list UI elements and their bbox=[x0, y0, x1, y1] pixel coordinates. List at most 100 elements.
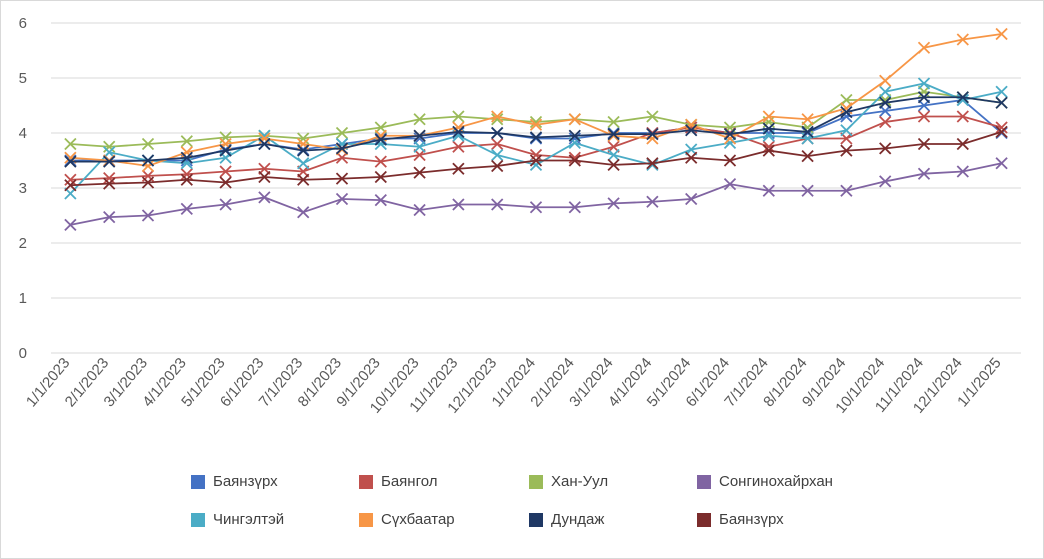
marker-stroke bbox=[529, 201, 543, 214]
marker-stroke bbox=[64, 173, 77, 186]
marker-stroke bbox=[413, 140, 426, 153]
y-tick-label: 5 bbox=[19, 70, 27, 87]
marker-stroke bbox=[723, 127, 737, 141]
data-point bbox=[413, 140, 426, 153]
marker-stroke bbox=[103, 155, 116, 168]
marker-stroke bbox=[646, 195, 659, 208]
marker-stroke bbox=[452, 125, 465, 139]
data-point bbox=[335, 192, 349, 206]
data-point bbox=[103, 171, 116, 185]
marker-stroke bbox=[491, 113, 504, 126]
data-point bbox=[452, 162, 465, 175]
legend-label: Сонгинохайрхан bbox=[719, 473, 833, 490]
data-point bbox=[452, 110, 465, 123]
marker-stroke bbox=[917, 167, 931, 180]
data-point bbox=[995, 121, 1008, 134]
marker-stroke bbox=[646, 132, 659, 145]
series-line bbox=[70, 131, 1002, 187]
y-tick-label: 0 bbox=[19, 345, 27, 362]
marker-stroke bbox=[879, 115, 892, 129]
data-point bbox=[141, 159, 155, 173]
data-point bbox=[801, 149, 814, 163]
data-point bbox=[995, 96, 1008, 109]
data-point bbox=[413, 166, 426, 179]
marker-stroke bbox=[219, 198, 232, 211]
marker-stroke bbox=[374, 155, 387, 168]
marker-stroke bbox=[64, 151, 77, 164]
data-point bbox=[529, 115, 543, 129]
marker-stroke bbox=[685, 192, 698, 206]
marker-stroke bbox=[995, 85, 1008, 98]
data-point bbox=[180, 168, 193, 181]
data-point bbox=[180, 135, 193, 148]
marker-stroke bbox=[103, 211, 116, 224]
data-point bbox=[297, 206, 310, 219]
data-point bbox=[413, 129, 426, 142]
data-point bbox=[956, 165, 969, 178]
marker-stroke bbox=[801, 184, 814, 197]
marker-stroke bbox=[529, 154, 543, 167]
data-point bbox=[840, 184, 853, 197]
marker-stroke bbox=[452, 162, 465, 175]
legend-swatch bbox=[191, 512, 205, 527]
marker-stroke bbox=[258, 137, 271, 151]
marker-stroke bbox=[529, 118, 543, 131]
data-point bbox=[568, 201, 581, 214]
marker-stroke bbox=[103, 177, 116, 190]
marker-stroke bbox=[258, 191, 271, 204]
data-point bbox=[607, 197, 620, 210]
data-point bbox=[762, 184, 775, 197]
data-point bbox=[64, 179, 77, 192]
marker-stroke bbox=[723, 132, 737, 145]
data-point bbox=[180, 151, 193, 164]
data-point bbox=[64, 155, 77, 168]
data-point bbox=[685, 118, 698, 131]
data-point bbox=[685, 124, 698, 137]
data-point bbox=[685, 151, 698, 164]
marker-stroke bbox=[529, 148, 543, 162]
marker-stroke bbox=[646, 157, 659, 170]
data-point bbox=[141, 176, 155, 189]
data-point bbox=[141, 154, 155, 167]
data-point bbox=[879, 175, 892, 188]
data-point bbox=[180, 146, 193, 159]
data-point bbox=[646, 158, 659, 172]
data-point bbox=[801, 113, 814, 126]
data-point bbox=[141, 209, 155, 222]
marker-stroke bbox=[180, 202, 193, 216]
marker-stroke bbox=[685, 118, 698, 131]
data-point bbox=[452, 140, 465, 153]
marker-stroke bbox=[258, 132, 271, 145]
data-point bbox=[879, 115, 892, 129]
legend-label: Баянзүрх bbox=[213, 473, 278, 490]
data-point bbox=[607, 115, 620, 129]
marker-stroke bbox=[995, 96, 1008, 109]
data-point bbox=[374, 155, 387, 168]
data-point bbox=[917, 167, 931, 180]
data-point bbox=[491, 137, 504, 151]
data-point bbox=[723, 136, 737, 150]
marker-stroke bbox=[219, 165, 232, 178]
data-point bbox=[491, 126, 504, 140]
marker-stroke bbox=[103, 140, 116, 153]
marker-stroke bbox=[568, 151, 581, 164]
marker-stroke bbox=[335, 126, 349, 140]
data-point bbox=[723, 127, 737, 141]
data-point bbox=[607, 127, 620, 141]
marker-stroke bbox=[297, 173, 310, 186]
marker-stroke bbox=[956, 91, 969, 104]
legend-item: Сүхбаатар bbox=[359, 511, 455, 528]
marker-stroke bbox=[413, 166, 426, 179]
marker-stroke bbox=[917, 110, 931, 123]
data-point bbox=[64, 137, 77, 151]
marker-stroke bbox=[297, 144, 310, 157]
legend-item: Баянзүрх bbox=[191, 473, 278, 490]
data-point bbox=[568, 113, 581, 126]
marker-stroke bbox=[219, 176, 232, 189]
data-point bbox=[258, 132, 271, 145]
marker-stroke bbox=[762, 122, 775, 135]
marker-stroke bbox=[917, 91, 931, 104]
marker-stroke bbox=[879, 74, 892, 87]
marker-stroke bbox=[452, 110, 465, 123]
marker-stroke bbox=[180, 151, 193, 164]
